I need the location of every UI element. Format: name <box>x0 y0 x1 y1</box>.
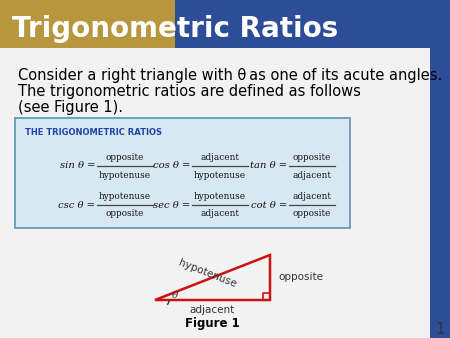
Text: adjacent: adjacent <box>201 153 239 162</box>
Text: sin θ =: sin θ = <box>59 162 95 170</box>
Text: sec θ =: sec θ = <box>153 200 190 210</box>
Bar <box>15 118 350 228</box>
Text: hypotenuse: hypotenuse <box>194 170 246 179</box>
Text: cot θ =: cot θ = <box>251 200 287 210</box>
Text: hypotenuse: hypotenuse <box>194 192 246 201</box>
Text: adjacent: adjacent <box>292 192 332 201</box>
Text: hypotenuse: hypotenuse <box>177 258 238 289</box>
Text: hypotenuse: hypotenuse <box>99 192 151 201</box>
Text: adjacent: adjacent <box>190 305 235 315</box>
Bar <box>175 0 450 48</box>
Bar <box>430 48 450 338</box>
Bar <box>0 0 175 48</box>
Text: adjacent: adjacent <box>292 170 332 179</box>
Text: csc θ =: csc θ = <box>58 200 95 210</box>
Text: opposite: opposite <box>278 272 323 283</box>
Text: opposite: opposite <box>106 153 144 162</box>
Text: θ: θ <box>172 291 178 300</box>
Text: hypotenuse: hypotenuse <box>99 170 151 179</box>
Text: adjacent: adjacent <box>201 210 239 218</box>
Text: Figure 1: Figure 1 <box>185 317 240 331</box>
Text: opposite: opposite <box>293 153 331 162</box>
Text: (see Figure 1).: (see Figure 1). <box>18 100 123 115</box>
Text: The trigonometric ratios are defined as follows: The trigonometric ratios are defined as … <box>18 84 361 99</box>
Text: Trigonometric Ratios: Trigonometric Ratios <box>12 15 338 43</box>
Bar <box>0 48 430 338</box>
Text: THE TRIGONOMETRIC RATIOS: THE TRIGONOMETRIC RATIOS <box>25 128 162 137</box>
Text: cos θ =: cos θ = <box>153 162 190 170</box>
Text: tan θ =: tan θ = <box>250 162 287 170</box>
Text: 1: 1 <box>435 322 445 338</box>
Text: Consider a right triangle with θ as one of its acute angles.: Consider a right triangle with θ as one … <box>18 68 442 83</box>
Text: opposite: opposite <box>293 210 331 218</box>
Text: opposite: opposite <box>106 210 144 218</box>
